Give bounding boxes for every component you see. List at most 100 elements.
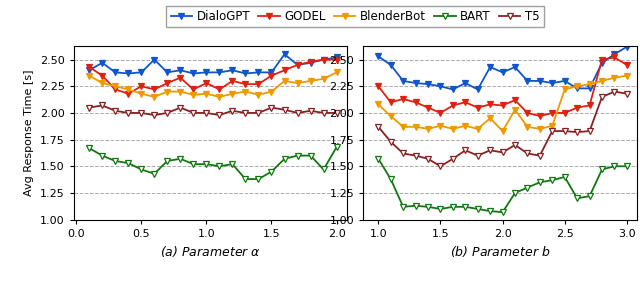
BlenderBot <box>333 71 340 74</box>
BlenderBot <box>268 90 275 93</box>
BlenderBot <box>598 79 606 83</box>
BART <box>436 207 444 211</box>
DialoGPT <box>399 79 407 83</box>
GODEL <box>99 74 106 77</box>
BlenderBot <box>85 74 93 77</box>
GODEL <box>436 111 444 115</box>
BART <box>598 168 606 171</box>
BART <box>177 157 184 161</box>
GODEL <box>536 114 544 118</box>
BART <box>99 154 106 157</box>
BlenderBot <box>399 125 407 129</box>
GODEL <box>177 76 184 79</box>
BART <box>486 209 494 213</box>
BlenderBot <box>294 81 301 85</box>
T5 <box>374 125 382 129</box>
DialoGPT <box>374 55 382 58</box>
T5 <box>202 111 210 115</box>
Line: BART: BART <box>86 144 340 182</box>
T5 <box>412 154 419 157</box>
GODEL <box>499 104 506 107</box>
BlenderBot <box>511 108 519 112</box>
GODEL <box>85 65 93 69</box>
BlenderBot <box>228 92 236 95</box>
BlenderBot <box>486 116 494 120</box>
BART <box>111 159 119 163</box>
T5 <box>623 92 630 95</box>
GODEL <box>124 92 132 95</box>
DialoGPT <box>228 68 236 72</box>
GODEL <box>399 97 407 101</box>
BART <box>228 162 236 166</box>
T5 <box>124 111 132 115</box>
X-axis label: (b) Parameter $b$: (b) Parameter $b$ <box>450 244 550 259</box>
BART <box>281 157 289 161</box>
BlenderBot <box>189 93 197 97</box>
T5 <box>333 111 340 115</box>
BlenderBot <box>99 81 106 85</box>
BlenderBot <box>573 84 581 88</box>
T5 <box>307 109 314 112</box>
T5 <box>536 154 544 157</box>
DialoGPT <box>611 53 618 56</box>
DialoGPT <box>268 71 275 74</box>
BlenderBot <box>177 90 184 93</box>
BlenderBot <box>281 79 289 83</box>
BART <box>374 157 382 161</box>
T5 <box>499 151 506 154</box>
T5 <box>228 109 236 112</box>
DialoGPT <box>216 71 223 74</box>
DialoGPT <box>474 88 481 91</box>
GODEL <box>524 111 531 115</box>
DialoGPT <box>449 88 457 91</box>
DialoGPT <box>412 81 419 85</box>
BART <box>150 172 158 175</box>
T5 <box>524 152 531 155</box>
BART <box>586 194 593 198</box>
GODEL <box>333 58 340 61</box>
GODEL <box>387 101 395 104</box>
T5 <box>281 108 289 112</box>
BART <box>124 161 132 165</box>
BART <box>333 145 340 149</box>
BlenderBot <box>611 76 618 79</box>
BlenderBot <box>524 125 531 129</box>
Line: DialoGPT: DialoGPT <box>86 51 340 77</box>
DialoGPT <box>436 84 444 88</box>
BlenderBot <box>307 79 314 83</box>
DialoGPT <box>281 53 289 56</box>
T5 <box>561 129 568 133</box>
GODEL <box>216 88 223 91</box>
T5 <box>486 149 494 152</box>
BlenderBot <box>150 95 158 99</box>
GODEL <box>461 101 469 104</box>
T5 <box>511 143 519 147</box>
GODEL <box>320 58 328 61</box>
GODEL <box>511 98 519 102</box>
DialoGPT <box>598 61 606 64</box>
T5 <box>189 111 197 115</box>
T5 <box>99 104 106 107</box>
GODEL <box>163 81 171 85</box>
T5 <box>399 152 407 155</box>
BART <box>387 177 395 181</box>
DialoGPT <box>177 68 184 72</box>
BlenderBot <box>412 125 419 129</box>
BART <box>412 204 419 208</box>
T5 <box>150 113 158 117</box>
Line: BlenderBot: BlenderBot <box>86 69 340 100</box>
T5 <box>177 106 184 109</box>
Line: T5: T5 <box>375 88 630 169</box>
BART <box>623 164 630 168</box>
BlenderBot <box>424 127 432 131</box>
T5 <box>216 113 223 117</box>
T5 <box>268 106 275 109</box>
BART <box>294 154 301 157</box>
BART <box>138 168 145 171</box>
GODEL <box>374 84 382 88</box>
DialoGPT <box>573 87 581 90</box>
GODEL <box>424 106 432 109</box>
T5 <box>138 111 145 115</box>
Y-axis label: Avg Response Time [s]: Avg Response Time [s] <box>24 70 34 196</box>
DialoGPT <box>255 71 262 74</box>
